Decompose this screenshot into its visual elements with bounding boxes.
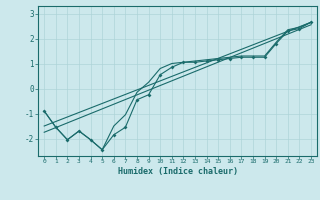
X-axis label: Humidex (Indice chaleur): Humidex (Indice chaleur) bbox=[118, 167, 238, 176]
